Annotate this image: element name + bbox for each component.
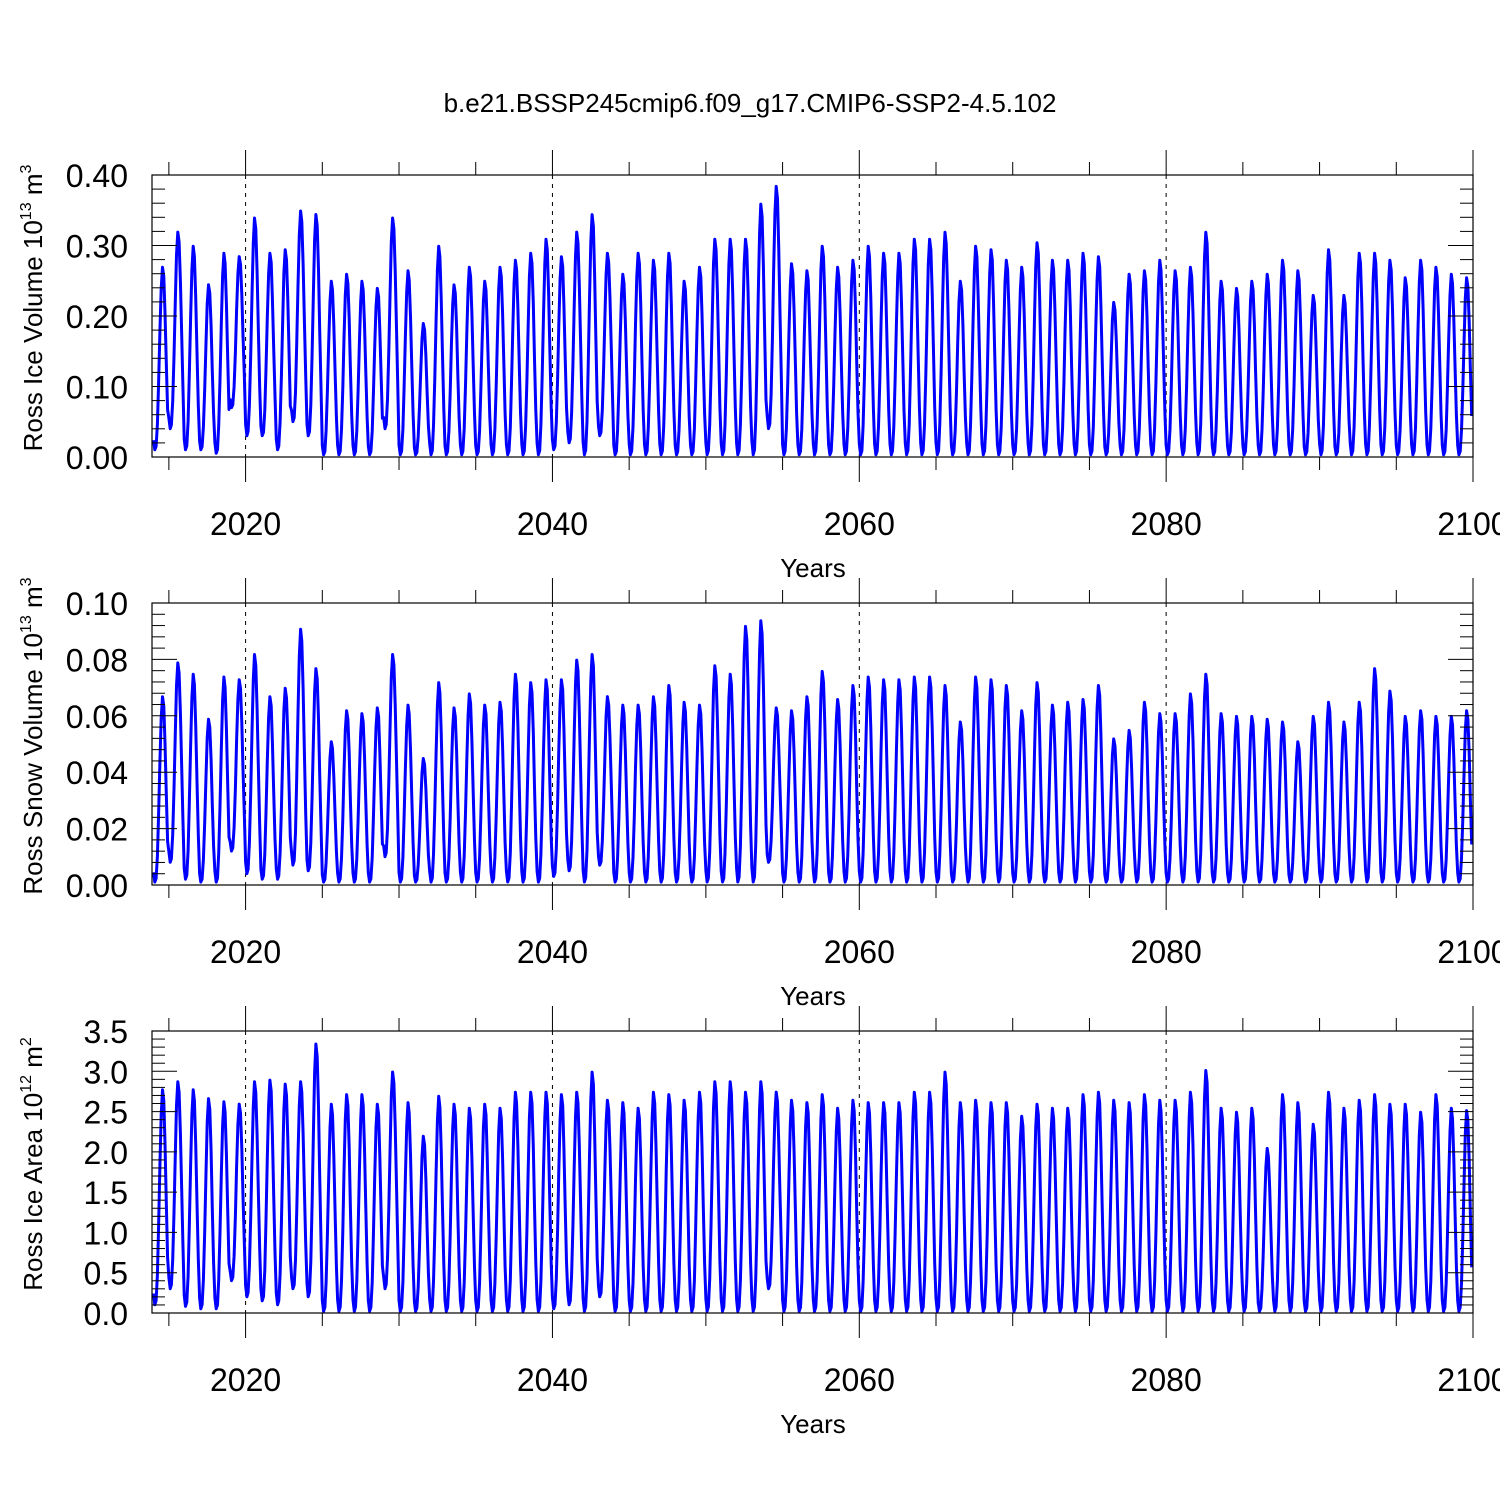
x-tick-label: 2020	[210, 506, 281, 542]
y-tick-label: 0.30	[66, 229, 128, 265]
y-tick-label: 0.06	[66, 699, 128, 735]
x-tick-label: 2080	[1131, 934, 1202, 970]
y-tick-label: 0.20	[66, 299, 128, 335]
x-tick-label: 2100	[1437, 934, 1500, 970]
y-tick-label: 3.5	[84, 1014, 128, 1050]
series-line-1	[152, 1042, 1474, 1313]
x-tick-label: 2040	[517, 506, 588, 542]
y-axis-label: Ross Ice Area 1012 m2	[18, 1037, 48, 1291]
x-tick-label: 2020	[210, 1362, 281, 1398]
x-tick-label: 2080	[1131, 1362, 1202, 1398]
y-axis-label: Ross Snow Volume 1013 m3	[18, 577, 48, 894]
y-tick-label: 0.10	[66, 586, 128, 622]
x-axis-label: Years	[780, 553, 846, 583]
y-tick-label: 2.5	[84, 1095, 128, 1131]
y-tick-label: 0.40	[66, 158, 128, 194]
y-tick-label: 0.02	[66, 812, 128, 848]
y-tick-label: 0.08	[66, 642, 128, 678]
y-tick-label: 0.00	[66, 868, 128, 904]
x-tick-label: 2060	[824, 1362, 895, 1398]
x-tick-label: 2080	[1131, 506, 1202, 542]
plot-frame	[151, 1030, 1474, 1314]
y-tick-label: 0.5	[84, 1256, 128, 1292]
chart-panel-2: 0.00 0.02 0.04 0.06 0.08 0.10 2020 2040 2060 2080…	[18, 577, 1500, 1011]
chart-title: b.e21.BSSP245cmip6.f09_g17.CMIP6-SSP2-4.…	[444, 88, 1057, 118]
y-tick-label: 0.00	[66, 440, 128, 476]
y-tick-label: 2.0	[84, 1135, 128, 1171]
y-tick-label: 0.0	[84, 1296, 128, 1332]
x-tick-label: 2040	[517, 1362, 588, 1398]
x-tick-label: 2100	[1437, 1362, 1500, 1398]
x-axis-label: Years	[780, 981, 846, 1011]
y-tick-label: 0.04	[66, 755, 128, 791]
series-line-1	[152, 619, 1474, 884]
x-tick-label: 2020	[210, 934, 281, 970]
x-tick-label: 2060	[824, 934, 895, 970]
y-tick-label: 1.0	[84, 1215, 128, 1251]
x-tick-label: 2040	[517, 934, 588, 970]
series-line-1	[152, 184, 1474, 457]
x-tick-label: 2060	[824, 506, 895, 542]
y-tick-label: 3.0	[84, 1054, 128, 1090]
chart-panel-3: 0.0 0.5 1.0 1.5 2.0 2.5 3.0 3.5 2020 2040 2060 2080…	[18, 1006, 1500, 1439]
x-axis-label: Years	[780, 1409, 846, 1439]
y-tick-label: 1.5	[84, 1175, 128, 1211]
plot-frame	[151, 602, 1474, 886]
y-tick-label: 0.10	[66, 370, 128, 406]
y-axis-label: Ross Ice Volume 1013 m3	[18, 164, 48, 451]
x-tick-label: 2100	[1437, 506, 1500, 542]
chart-panel-1: 0.00 0.10 0.20 0.30 0.40 2020 2040 2060 2080 2100…	[18, 150, 1500, 583]
